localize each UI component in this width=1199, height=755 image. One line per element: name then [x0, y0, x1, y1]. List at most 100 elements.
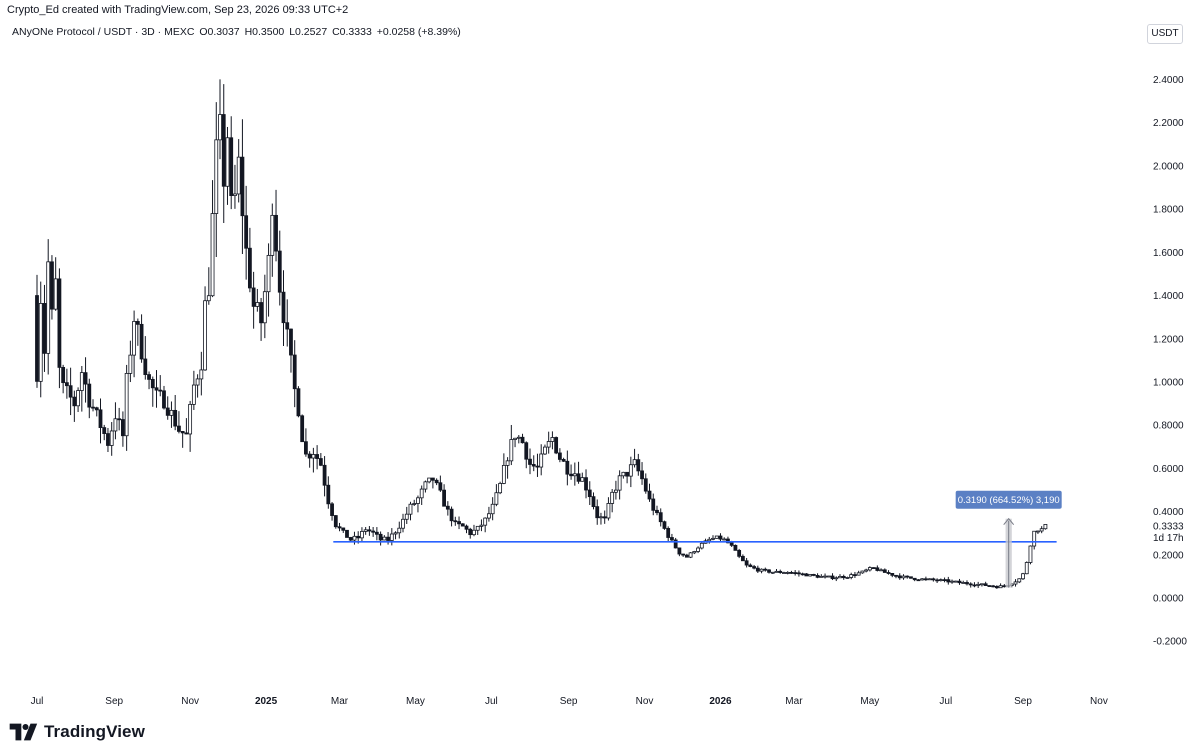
candle-body [72, 396, 77, 407]
candle-body [980, 583, 984, 586]
candles-layer [35, 79, 1048, 589]
candle-body [968, 583, 973, 586]
candle-body [737, 549, 742, 557]
candle-body [300, 415, 305, 443]
candle-body [811, 574, 816, 576]
candle-body [1032, 530, 1037, 547]
candle-body [307, 453, 312, 459]
candle-body [229, 137, 234, 196]
candle-body [849, 574, 854, 578]
candle-body [501, 464, 506, 484]
y-tick-label: 2.2000 [1153, 118, 1184, 129]
candle-body [132, 321, 137, 356]
candle-body [382, 536, 387, 541]
price-axis[interactable]: 2.4000 2.2000 2.0000 1.8000 1.6000 1.4000 1.20… [1153, 75, 1187, 648]
candle-body [991, 585, 996, 588]
candle-body [797, 572, 801, 575]
candle-body [718, 535, 723, 540]
candle-body [427, 477, 432, 483]
candle-body [565, 460, 570, 475]
candle-body [998, 585, 1003, 589]
candle-body [393, 532, 398, 535]
candle-body [916, 579, 921, 582]
candle-body [386, 536, 390, 541]
candle-body [606, 503, 611, 519]
candle-body [528, 458, 532, 465]
ohlc-change: +0.0258 (+8.39%) [376, 26, 461, 38]
candle-body [651, 498, 656, 511]
candle-body [337, 526, 342, 529]
candle-body [610, 491, 615, 504]
candle-body [244, 215, 249, 249]
candle-body [195, 378, 200, 386]
candle-body [102, 427, 107, 434]
candle-body [419, 488, 424, 499]
candle-body [524, 442, 529, 460]
candle-body [808, 574, 813, 577]
candle-body [546, 441, 551, 448]
candle-body [539, 453, 544, 468]
candle-body [326, 484, 331, 505]
ohlc-high: H0.3500 [244, 26, 285, 38]
candle-body [834, 577, 839, 580]
candle-body [920, 578, 925, 581]
candle-body [800, 573, 805, 576]
candle-body [505, 460, 510, 466]
candle-body [475, 525, 480, 531]
candle-body [162, 390, 166, 409]
candle-body [830, 575, 835, 580]
candle-body [225, 137, 230, 187]
candle-body [901, 575, 906, 579]
measure-label: 0.3190 (664.52%) 3,190 [958, 495, 1060, 506]
candle-body [681, 553, 686, 556]
x-tick-label: Mar [331, 696, 349, 707]
candle-body [897, 575, 902, 579]
candle-body [371, 530, 376, 533]
candle-body [158, 389, 163, 392]
candle-body [1024, 562, 1029, 575]
candle-body [139, 323, 144, 360]
candle-body [927, 578, 932, 581]
candle-body [83, 372, 88, 385]
currency-selector[interactable]: USDT [1147, 24, 1183, 44]
measure-label-box [955, 490, 1062, 509]
candle-body [931, 578, 936, 581]
candle-body [864, 569, 869, 572]
candle-body [322, 464, 327, 486]
candle-body [722, 538, 727, 541]
candle-body [348, 537, 353, 541]
candle-body [173, 409, 178, 427]
candle-body [625, 471, 630, 477]
candle-body [572, 473, 577, 477]
time-axis[interactable]: Jul Sep Nov 2025 Mar May Jul Sep Nov 2026 Mar May Ju… [31, 696, 1108, 707]
y-tick-label: 1.4000 [1153, 291, 1184, 302]
candle-body [296, 388, 301, 417]
candle-body [729, 542, 734, 546]
candle-body [845, 577, 850, 579]
candle-body [628, 464, 633, 477]
candle-body [643, 478, 648, 492]
candle-body [333, 515, 338, 528]
y-tick-label: 0.8000 [1153, 421, 1184, 432]
candle-body [53, 278, 58, 310]
candle-body [595, 506, 600, 519]
candle-body [755, 567, 760, 572]
tradingview-logo-icon [9, 723, 38, 741]
candle-body [498, 483, 503, 494]
candle-body [453, 520, 458, 523]
candle-body [688, 552, 693, 558]
candle-body [472, 529, 476, 536]
candle-body [177, 425, 181, 432]
candle-body [838, 575, 842, 579]
candle-body [147, 374, 151, 380]
candle-body [535, 465, 540, 468]
candle-body [785, 572, 790, 574]
measure-arrow-icon [1003, 517, 1015, 526]
candle-body [64, 382, 69, 387]
candle-body [184, 432, 189, 435]
candle-body [957, 580, 962, 584]
candle-body [121, 419, 125, 437]
candle-body [214, 139, 219, 214]
candle-body [696, 547, 700, 552]
